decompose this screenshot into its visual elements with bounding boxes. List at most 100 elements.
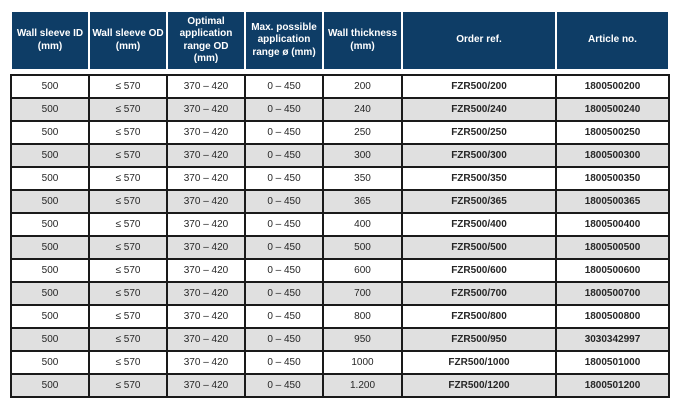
- cell-wall-thickness: 500: [324, 237, 401, 258]
- cell-article-no: 1800500700: [557, 283, 668, 304]
- cell-wall-sleeve-id: 500: [12, 99, 88, 120]
- cell-max-possible-application-range: 0 – 450: [246, 122, 322, 143]
- cell-optimal-application-range-od: 370 – 420: [168, 214, 244, 235]
- cell-wall-thickness: 700: [324, 283, 401, 304]
- table-row: 500 ≤ 570 370 – 420 0 – 450 300 FZR500/300 180…: [12, 145, 668, 166]
- table-body: 500 ≤ 570 370 – 420 0 – 450 200 FZR500/200 180…: [10, 74, 670, 398]
- cell-wall-thickness: 1.200: [324, 375, 401, 396]
- cell-order-ref: FZR500/800: [403, 306, 555, 327]
- cell-wall-thickness: 350: [324, 168, 401, 189]
- cell-order-ref: FZR500/365: [403, 191, 555, 212]
- cell-wall-thickness: 400: [324, 214, 401, 235]
- cell-article-no: 1800501200: [557, 375, 668, 396]
- cell-wall-thickness: 365: [324, 191, 401, 212]
- cell-wall-sleeve-od: ≤ 570: [90, 306, 166, 327]
- cell-article-no: 1800501000: [557, 352, 668, 373]
- cell-wall-sleeve-id: 500: [12, 306, 88, 327]
- cell-wall-sleeve-id: 500: [12, 375, 88, 396]
- cell-article-no: 1800500365: [557, 191, 668, 212]
- product-table: Wall sleeve ID (mm) Wall sleeve OD (mm) Op…: [10, 10, 670, 398]
- cell-wall-sleeve-id: 500: [12, 122, 88, 143]
- cell-optimal-application-range-od: 370 – 420: [168, 191, 244, 212]
- cell-wall-thickness: 600: [324, 260, 401, 281]
- cell-max-possible-application-range: 0 – 450: [246, 352, 322, 373]
- cell-order-ref: FZR500/500: [403, 237, 555, 258]
- cell-wall-sleeve-id: 500: [12, 191, 88, 212]
- column-header-wall-thickness: Wall thickness (mm): [324, 12, 401, 69]
- cell-max-possible-application-range: 0 – 450: [246, 260, 322, 281]
- cell-max-possible-application-range: 0 – 450: [246, 375, 322, 396]
- cell-wall-sleeve-id: 500: [12, 352, 88, 373]
- cell-wall-sleeve-od: ≤ 570: [90, 214, 166, 235]
- column-header-max-possible-application-range: Max. possible application range ø (mm): [246, 12, 322, 69]
- table-row: 500 ≤ 570 370 – 420 0 – 450 250 FZR500/250 180…: [12, 122, 668, 143]
- cell-max-possible-application-range: 0 – 450: [246, 99, 322, 120]
- cell-article-no: 1800500350: [557, 168, 668, 189]
- table-row: 500 ≤ 570 370 – 420 0 – 450 800 FZR500/800 180…: [12, 306, 668, 327]
- table-row: 500 ≤ 570 370 – 420 0 – 450 600 FZR500/600 180…: [12, 260, 668, 281]
- cell-order-ref: FZR500/700: [403, 283, 555, 304]
- cell-max-possible-application-range: 0 – 450: [246, 145, 322, 166]
- cell-wall-thickness: 200: [324, 76, 401, 97]
- table-row: 500 ≤ 570 370 – 420 0 – 450 1.200 FZR500/1200…: [12, 375, 668, 396]
- cell-optimal-application-range-od: 370 – 420: [168, 329, 244, 350]
- cell-wall-thickness: 1000: [324, 352, 401, 373]
- cell-order-ref: FZR500/200: [403, 76, 555, 97]
- cell-order-ref: FZR500/1000: [403, 352, 555, 373]
- table-row: 500 ≤ 570 370 – 420 0 – 450 350 FZR500/350 180…: [12, 168, 668, 189]
- cell-article-no: 3030342997: [557, 329, 668, 350]
- table-row: 500 ≤ 570 370 – 420 0 – 450 950 FZR500/950 303…: [12, 329, 668, 350]
- cell-optimal-application-range-od: 370 – 420: [168, 306, 244, 327]
- table-row: 500 ≤ 570 370 – 420 0 – 450 400 FZR500/400 180…: [12, 214, 668, 235]
- column-header-optimal-application-range-od: Optimal application range OD (mm): [168, 12, 244, 69]
- cell-max-possible-application-range: 0 – 450: [246, 329, 322, 350]
- cell-optimal-application-range-od: 370 – 420: [168, 237, 244, 258]
- cell-wall-thickness: 950: [324, 329, 401, 350]
- cell-wall-sleeve-id: 500: [12, 168, 88, 189]
- cell-max-possible-application-range: 0 – 450: [246, 76, 322, 97]
- table-row: 500 ≤ 570 370 – 420 0 – 450 240 FZR500/240 180…: [12, 99, 668, 120]
- cell-wall-sleeve-od: ≤ 570: [90, 283, 166, 304]
- cell-wall-sleeve-id: 500: [12, 260, 88, 281]
- cell-wall-sleeve-od: ≤ 570: [90, 260, 166, 281]
- cell-wall-sleeve-id: 500: [12, 76, 88, 97]
- cell-order-ref: FZR500/350: [403, 168, 555, 189]
- cell-optimal-application-range-od: 370 – 420: [168, 76, 244, 97]
- cell-wall-sleeve-id: 500: [12, 329, 88, 350]
- table-row: 500 ≤ 570 370 – 420 0 – 450 1000 FZR500/1000 1…: [12, 352, 668, 373]
- table-row: 500 ≤ 570 370 – 420 0 – 450 365 FZR500/365 180…: [12, 191, 668, 212]
- cell-article-no: 1800500400: [557, 214, 668, 235]
- cell-optimal-application-range-od: 370 – 420: [168, 260, 244, 281]
- table-header-row: Wall sleeve ID (mm) Wall sleeve OD (mm) Op…: [10, 10, 670, 71]
- cell-optimal-application-range-od: 370 – 420: [168, 99, 244, 120]
- cell-optimal-application-range-od: 370 – 420: [168, 375, 244, 396]
- cell-wall-sleeve-od: ≤ 570: [90, 99, 166, 120]
- cell-wall-sleeve-id: 500: [12, 214, 88, 235]
- cell-optimal-application-range-od: 370 – 420: [168, 283, 244, 304]
- cell-optimal-application-range-od: 370 – 420: [168, 122, 244, 143]
- cell-article-no: 1800500240: [557, 99, 668, 120]
- cell-article-no: 1800500800: [557, 306, 668, 327]
- cell-article-no: 1800500600: [557, 260, 668, 281]
- cell-wall-sleeve-od: ≤ 570: [90, 237, 166, 258]
- cell-max-possible-application-range: 0 – 450: [246, 191, 322, 212]
- table-row: 500 ≤ 570 370 – 420 0 – 450 700 FZR500/700 180…: [12, 283, 668, 304]
- cell-wall-sleeve-od: ≤ 570: [90, 168, 166, 189]
- cell-wall-thickness: 800: [324, 306, 401, 327]
- cell-wall-sleeve-od: ≤ 570: [90, 76, 166, 97]
- cell-max-possible-application-range: 0 – 450: [246, 306, 322, 327]
- cell-optimal-application-range-od: 370 – 420: [168, 168, 244, 189]
- cell-wall-sleeve-od: ≤ 570: [90, 375, 166, 396]
- cell-order-ref: FZR500/600: [403, 260, 555, 281]
- cell-order-ref: FZR500/1200: [403, 375, 555, 396]
- cell-article-no: 1800500250: [557, 122, 668, 143]
- cell-order-ref: FZR500/300: [403, 145, 555, 166]
- cell-wall-sleeve-id: 500: [12, 237, 88, 258]
- cell-wall-sleeve-od: ≤ 570: [90, 122, 166, 143]
- cell-wall-sleeve-od: ≤ 570: [90, 329, 166, 350]
- cell-max-possible-application-range: 0 – 450: [246, 214, 322, 235]
- cell-wall-sleeve-id: 500: [12, 145, 88, 166]
- cell-max-possible-application-range: 0 – 450: [246, 237, 322, 258]
- cell-wall-sleeve-id: 500: [12, 283, 88, 304]
